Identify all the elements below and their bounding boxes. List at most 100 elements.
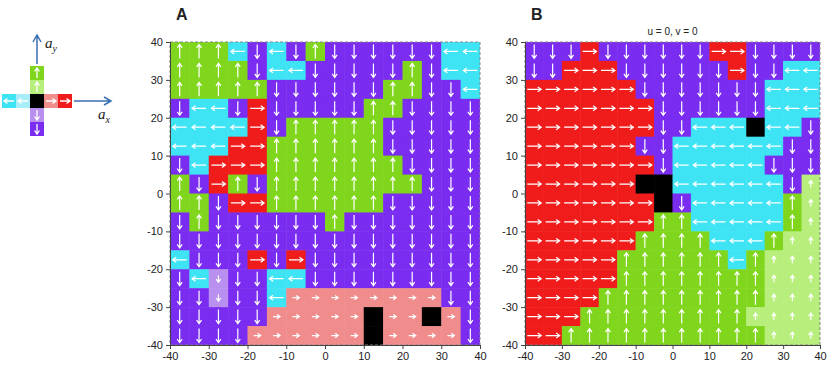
y-tick-mark — [166, 80, 170, 81]
cell-arrow — [546, 201, 560, 206]
cell-arrow — [809, 313, 813, 320]
cell-arrow — [679, 310, 684, 324]
cell-arrow — [313, 253, 318, 267]
cell — [525, 307, 544, 326]
cell — [422, 42, 442, 61]
cell-arrow — [192, 144, 206, 149]
cell — [543, 137, 562, 156]
cell — [306, 288, 326, 307]
cell-arrow — [546, 87, 560, 92]
cell — [709, 99, 728, 118]
y-tick-mark — [166, 345, 170, 346]
cell — [802, 156, 820, 175]
cell — [599, 156, 618, 175]
cell-arrow — [693, 144, 707, 149]
cell-arrow — [753, 101, 758, 115]
cell-arrow — [532, 44, 537, 58]
cell-arrow — [698, 329, 703, 343]
cell-arrow — [410, 177, 415, 191]
cell — [617, 118, 636, 137]
cell-arrow — [606, 329, 611, 343]
cell-arrow — [748, 144, 762, 149]
x-tick-label: 20 — [741, 350, 753, 362]
y-tick-label: -40 — [147, 339, 163, 351]
cell — [364, 194, 384, 213]
cell-arrow — [661, 82, 666, 96]
cell-arrow — [216, 196, 221, 210]
cell-arrow — [448, 215, 453, 229]
cell — [525, 288, 544, 307]
cell-arrow — [735, 272, 740, 286]
cell — [286, 288, 306, 307]
cell — [562, 80, 581, 99]
cell-arrow — [785, 106, 799, 111]
cell-arrow — [735, 101, 740, 115]
cell-arrow — [192, 276, 206, 281]
cell-arrow — [601, 87, 615, 92]
cell — [344, 175, 364, 194]
cell-arrow — [767, 201, 781, 206]
cell — [403, 156, 423, 175]
cell-arrow — [429, 82, 434, 96]
cell — [691, 250, 710, 269]
cell — [654, 175, 673, 194]
x-tick: -30 — [201, 345, 217, 362]
cell-arrow — [675, 144, 689, 149]
cell — [422, 231, 442, 250]
cell-arrow — [371, 139, 376, 153]
cell-arrow — [619, 201, 633, 206]
y-tick-label: 40 — [506, 36, 518, 48]
cell-arrow — [809, 294, 813, 301]
cell — [617, 250, 636, 269]
cell — [441, 288, 461, 307]
cell-arrow — [274, 196, 279, 210]
cell-arrow — [352, 44, 357, 58]
x-tick: 10 — [704, 345, 716, 362]
cell — [422, 61, 442, 80]
cell — [170, 118, 190, 137]
cell-arrow — [772, 275, 776, 282]
cell-arrow — [785, 68, 799, 73]
cell — [543, 61, 562, 80]
cell-arrow — [274, 234, 279, 248]
cell — [617, 326, 636, 345]
y-tick: -20 — [502, 263, 525, 275]
cell — [802, 42, 820, 61]
cell — [636, 212, 655, 231]
cell — [617, 175, 636, 194]
cell-arrow — [638, 125, 652, 130]
cell — [306, 269, 326, 288]
cell-arrow — [409, 314, 416, 318]
cell — [673, 42, 692, 61]
cell — [599, 326, 618, 345]
cell-arrow — [211, 106, 225, 111]
cell — [783, 61, 802, 80]
cell — [525, 269, 544, 288]
cell-arrow — [642, 234, 647, 248]
cell-arrow — [564, 314, 578, 319]
color-key: ayax — [2, 35, 111, 136]
cell-arrow — [293, 82, 298, 96]
cell — [728, 194, 747, 213]
cell-arrow — [235, 101, 240, 115]
cell — [267, 212, 287, 231]
cell-arrow — [389, 333, 396, 337]
cell — [525, 156, 544, 175]
cell-arrow — [313, 234, 318, 248]
cell — [306, 326, 326, 345]
key-arrow — [35, 124, 40, 134]
cell-arrow — [712, 238, 726, 243]
cell — [344, 61, 364, 80]
key-arrow — [46, 99, 56, 104]
cell — [325, 42, 345, 61]
cell — [673, 99, 692, 118]
cell-arrow — [231, 163, 245, 168]
cell — [209, 156, 229, 175]
cell-arrow — [468, 329, 473, 343]
cell-arrow — [661, 272, 666, 286]
cell-arrow — [619, 163, 633, 168]
cell — [728, 212, 747, 231]
cell — [403, 326, 423, 345]
cell-arrow — [564, 276, 578, 281]
cell-arrow — [312, 295, 319, 299]
